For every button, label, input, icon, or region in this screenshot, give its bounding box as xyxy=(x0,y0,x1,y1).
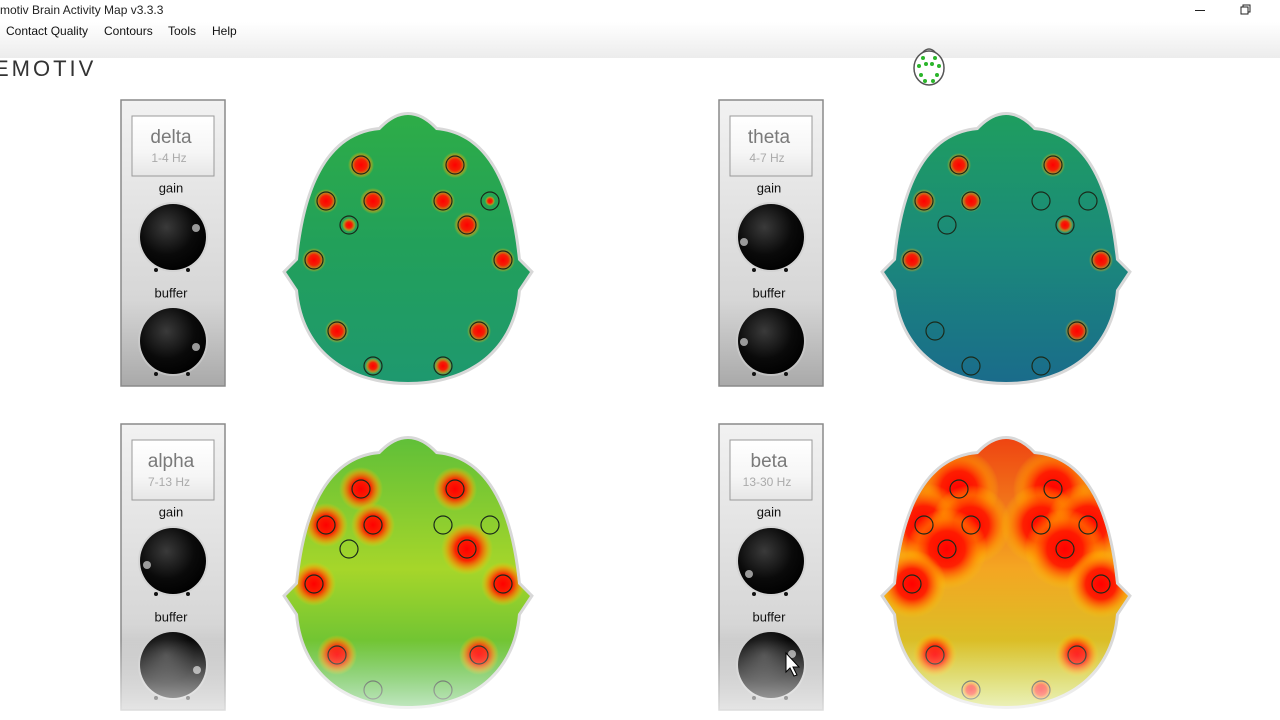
electrode xyxy=(363,191,383,211)
electrode xyxy=(480,515,500,535)
knob-label: buffer xyxy=(154,609,188,624)
electrode xyxy=(949,479,969,499)
electrode xyxy=(937,539,957,559)
electrode xyxy=(937,215,957,235)
band-name: beta xyxy=(751,451,788,472)
band-range: 7-13 Hz xyxy=(148,475,190,489)
band-name: delta xyxy=(150,127,192,148)
electrode xyxy=(445,155,465,175)
electrode xyxy=(433,191,453,211)
electrode xyxy=(1078,515,1098,535)
knob-label: buffer xyxy=(752,285,786,300)
knob-label: gain xyxy=(757,504,782,519)
electrode xyxy=(914,191,934,211)
gain-knob[interactable] xyxy=(138,202,208,272)
gain-knob[interactable] xyxy=(736,526,806,596)
electrode xyxy=(493,574,513,594)
electrode xyxy=(1091,574,1111,594)
knob-label: buffer xyxy=(154,285,188,300)
electrode xyxy=(457,215,477,235)
electrode xyxy=(961,191,981,211)
electrode xyxy=(1078,191,1098,211)
electrode xyxy=(1043,155,1063,175)
electrode xyxy=(480,191,500,211)
electrode xyxy=(1031,356,1051,376)
electrode xyxy=(1055,539,1075,559)
band-range: 1-4 Hz xyxy=(151,151,186,165)
mouse-cursor xyxy=(785,651,801,677)
electrode xyxy=(1031,515,1051,535)
electrode xyxy=(1067,321,1087,341)
headset-icon[interactable] xyxy=(913,48,945,86)
electrode xyxy=(363,515,383,535)
menu-item[interactable]: Help xyxy=(212,24,237,38)
band-label-box xyxy=(729,439,813,501)
electrode xyxy=(914,515,934,535)
logo: EMOTIV xyxy=(0,56,96,81)
restore-button[interactable] xyxy=(1240,4,1251,15)
band-label-box xyxy=(131,439,215,501)
electrode xyxy=(457,539,477,559)
band-range: 13-30 Hz xyxy=(743,475,792,489)
electrode xyxy=(961,356,981,376)
band-range: 4-7 Hz xyxy=(749,151,784,165)
knob-label: gain xyxy=(159,180,184,195)
gain-knob[interactable] xyxy=(736,202,806,272)
band-panel: delta 1-4 Hz gain buffer xyxy=(120,99,226,387)
window-title: motiv Brain Activity Map v3.3.3 xyxy=(0,3,164,17)
electrode xyxy=(304,574,324,594)
knob-label: buffer xyxy=(752,609,786,624)
electrode xyxy=(304,250,324,270)
band-label-box xyxy=(131,115,215,177)
brain-map xyxy=(282,436,534,710)
menu-item[interactable]: Contact Quality xyxy=(6,24,88,38)
electrode xyxy=(1043,479,1063,499)
electrode xyxy=(902,574,922,594)
band-label-box xyxy=(729,115,813,177)
knob-label: gain xyxy=(159,504,184,519)
electrode xyxy=(1031,191,1051,211)
electrode xyxy=(363,356,383,376)
electrode xyxy=(1091,250,1111,270)
electrode xyxy=(433,356,453,376)
title-bar xyxy=(0,0,1280,22)
electrode xyxy=(949,155,969,175)
electrode xyxy=(493,250,513,270)
menu-item[interactable]: Contours xyxy=(104,24,153,38)
electrode xyxy=(351,479,371,499)
bottom-fade xyxy=(0,640,1280,720)
electrode xyxy=(316,515,336,535)
electrode xyxy=(316,191,336,211)
menu-item[interactable]: Tools xyxy=(168,24,196,38)
menu-bar xyxy=(0,22,1280,58)
electrode xyxy=(433,515,453,535)
brain-map xyxy=(880,112,1132,386)
band-name: alpha xyxy=(148,451,195,472)
electrode xyxy=(339,215,359,235)
gain-knob[interactable] xyxy=(138,526,208,596)
knob-label: gain xyxy=(757,180,782,195)
electrode xyxy=(445,479,465,499)
electrode xyxy=(327,321,347,341)
buffer-knob[interactable] xyxy=(736,306,806,376)
electrode xyxy=(351,155,371,175)
buffer-knob[interactable] xyxy=(138,306,208,376)
electrode xyxy=(902,250,922,270)
electrode xyxy=(469,321,489,341)
electrode xyxy=(1055,215,1075,235)
band-name: theta xyxy=(748,127,791,148)
band-panel: theta 4-7 Hz gain buffer xyxy=(718,99,824,387)
electrode xyxy=(961,515,981,535)
electrode xyxy=(339,539,359,559)
brain-map xyxy=(282,112,534,386)
electrode xyxy=(925,321,945,341)
